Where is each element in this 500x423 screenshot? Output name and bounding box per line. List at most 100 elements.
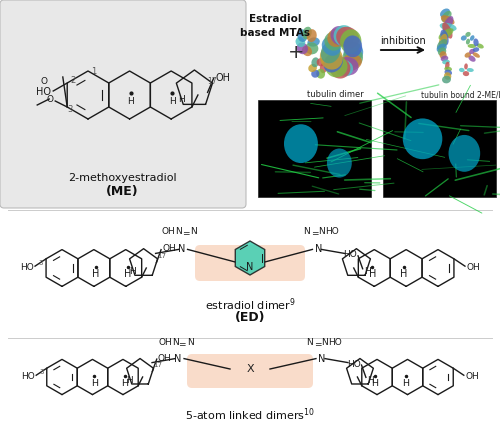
Text: H: H xyxy=(92,269,100,280)
Ellipse shape xyxy=(322,37,341,56)
Ellipse shape xyxy=(302,27,312,39)
Ellipse shape xyxy=(473,47,479,52)
Ellipse shape xyxy=(437,39,447,50)
Text: HO: HO xyxy=(344,250,357,259)
Ellipse shape xyxy=(476,44,484,49)
Bar xyxy=(383,100,496,197)
Text: OH: OH xyxy=(162,244,176,253)
Ellipse shape xyxy=(335,60,353,77)
Text: HO: HO xyxy=(36,87,51,97)
Text: OH: OH xyxy=(162,227,175,236)
Text: HO: HO xyxy=(20,263,34,272)
FancyBboxPatch shape xyxy=(187,354,313,388)
Ellipse shape xyxy=(296,42,308,54)
Text: HO: HO xyxy=(347,360,360,368)
Ellipse shape xyxy=(442,76,451,83)
Ellipse shape xyxy=(468,44,476,48)
Text: N: N xyxy=(172,338,178,347)
Ellipse shape xyxy=(327,148,352,178)
Ellipse shape xyxy=(340,29,361,53)
Text: 3: 3 xyxy=(40,369,44,375)
Ellipse shape xyxy=(436,44,447,52)
Ellipse shape xyxy=(325,55,347,77)
Text: H: H xyxy=(127,97,134,107)
Text: H: H xyxy=(169,97,175,107)
Ellipse shape xyxy=(470,35,474,41)
Ellipse shape xyxy=(466,32,470,37)
Text: OH: OH xyxy=(158,338,172,347)
Ellipse shape xyxy=(316,69,325,79)
Bar xyxy=(258,100,371,197)
Text: =: = xyxy=(182,229,190,238)
Ellipse shape xyxy=(448,135,480,172)
Text: 1: 1 xyxy=(92,66,96,75)
Text: H: H xyxy=(400,269,408,280)
Text: 2-methoxyestradiol: 2-methoxyestradiol xyxy=(68,173,176,183)
Ellipse shape xyxy=(330,26,349,45)
Text: N: N xyxy=(322,338,328,347)
Ellipse shape xyxy=(403,118,442,159)
Ellipse shape xyxy=(444,66,452,71)
Text: HO: HO xyxy=(22,372,36,381)
Ellipse shape xyxy=(466,38,470,44)
Ellipse shape xyxy=(438,34,448,48)
Text: H: H xyxy=(124,269,132,280)
Text: OH: OH xyxy=(158,354,172,363)
Text: HO: HO xyxy=(328,338,342,347)
Text: HO: HO xyxy=(324,227,338,236)
Ellipse shape xyxy=(308,64,317,72)
Ellipse shape xyxy=(308,37,320,47)
Text: H: H xyxy=(178,94,185,104)
Text: N: N xyxy=(314,244,322,254)
Ellipse shape xyxy=(459,68,464,72)
Text: N: N xyxy=(178,244,186,254)
Ellipse shape xyxy=(466,68,474,72)
Text: H: H xyxy=(129,267,136,276)
Text: (ED): (ED) xyxy=(235,311,265,324)
Text: 3: 3 xyxy=(39,260,44,266)
Text: O: O xyxy=(40,77,48,85)
Ellipse shape xyxy=(469,49,475,54)
FancyBboxPatch shape xyxy=(0,0,246,208)
Ellipse shape xyxy=(321,41,340,63)
Ellipse shape xyxy=(334,25,354,47)
Ellipse shape xyxy=(438,28,454,40)
Ellipse shape xyxy=(442,22,452,38)
Text: H: H xyxy=(91,379,98,387)
Ellipse shape xyxy=(305,42,318,55)
Ellipse shape xyxy=(463,71,469,76)
Text: O: O xyxy=(46,94,53,104)
Ellipse shape xyxy=(296,37,306,47)
Text: N: N xyxy=(246,262,254,272)
Ellipse shape xyxy=(302,46,312,56)
Text: 5-atom linked dimers$^{10}$: 5-atom linked dimers$^{10}$ xyxy=(185,407,315,423)
Ellipse shape xyxy=(316,58,325,66)
Ellipse shape xyxy=(336,27,359,49)
Ellipse shape xyxy=(464,63,468,69)
Text: OH: OH xyxy=(466,372,479,381)
Text: N: N xyxy=(303,227,310,236)
Text: N: N xyxy=(318,227,325,236)
Text: N: N xyxy=(174,354,182,364)
Text: =: = xyxy=(178,340,186,349)
Ellipse shape xyxy=(320,46,342,70)
Text: H: H xyxy=(372,379,378,387)
Ellipse shape xyxy=(330,58,350,79)
Text: 2: 2 xyxy=(70,76,76,85)
Ellipse shape xyxy=(324,53,343,72)
Ellipse shape xyxy=(311,70,320,78)
Ellipse shape xyxy=(298,29,308,42)
Ellipse shape xyxy=(442,60,450,64)
Text: 17: 17 xyxy=(154,362,162,368)
Text: N: N xyxy=(186,338,194,347)
Ellipse shape xyxy=(443,16,454,31)
Ellipse shape xyxy=(337,57,358,76)
Ellipse shape xyxy=(440,23,456,31)
Ellipse shape xyxy=(438,47,446,56)
Text: OH: OH xyxy=(216,73,230,83)
Text: inhibition: inhibition xyxy=(380,36,426,46)
Ellipse shape xyxy=(312,58,319,67)
Ellipse shape xyxy=(306,29,316,42)
Text: 17: 17 xyxy=(207,77,216,86)
Ellipse shape xyxy=(461,36,466,41)
